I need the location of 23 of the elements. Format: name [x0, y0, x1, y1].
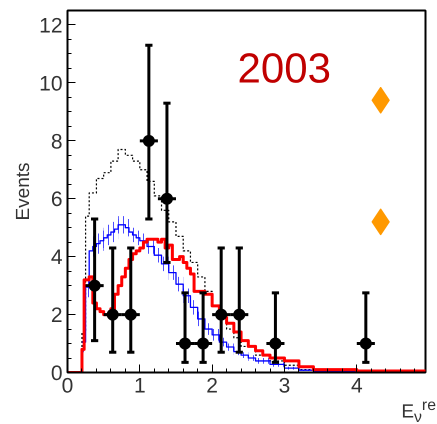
y-tick-label: 6 — [50, 188, 63, 212]
y-tick-label: 12 — [39, 14, 62, 38]
point — [160, 192, 173, 205]
point — [179, 338, 192, 350]
point — [360, 338, 372, 350]
x-tick-label: 3 — [278, 374, 290, 398]
point — [197, 338, 210, 350]
x-tick-label: 1 — [134, 374, 146, 398]
point — [215, 308, 228, 321]
point — [233, 308, 246, 321]
point — [269, 338, 282, 350]
y-axis-title: Events — [13, 162, 34, 221]
y-tick-label: 8 — [50, 130, 63, 154]
point — [124, 308, 137, 321]
point — [106, 308, 119, 321]
point — [88, 280, 101, 292]
x-tick-label: 2 — [206, 374, 218, 398]
annotation: 2003 — [238, 44, 331, 92]
point — [142, 134, 155, 147]
y-tick-label: 2 — [50, 304, 63, 328]
x-tick-label: 4 — [350, 374, 363, 398]
y-tick-label: 10 — [39, 72, 62, 96]
y-tick-label: 4 — [50, 246, 63, 270]
